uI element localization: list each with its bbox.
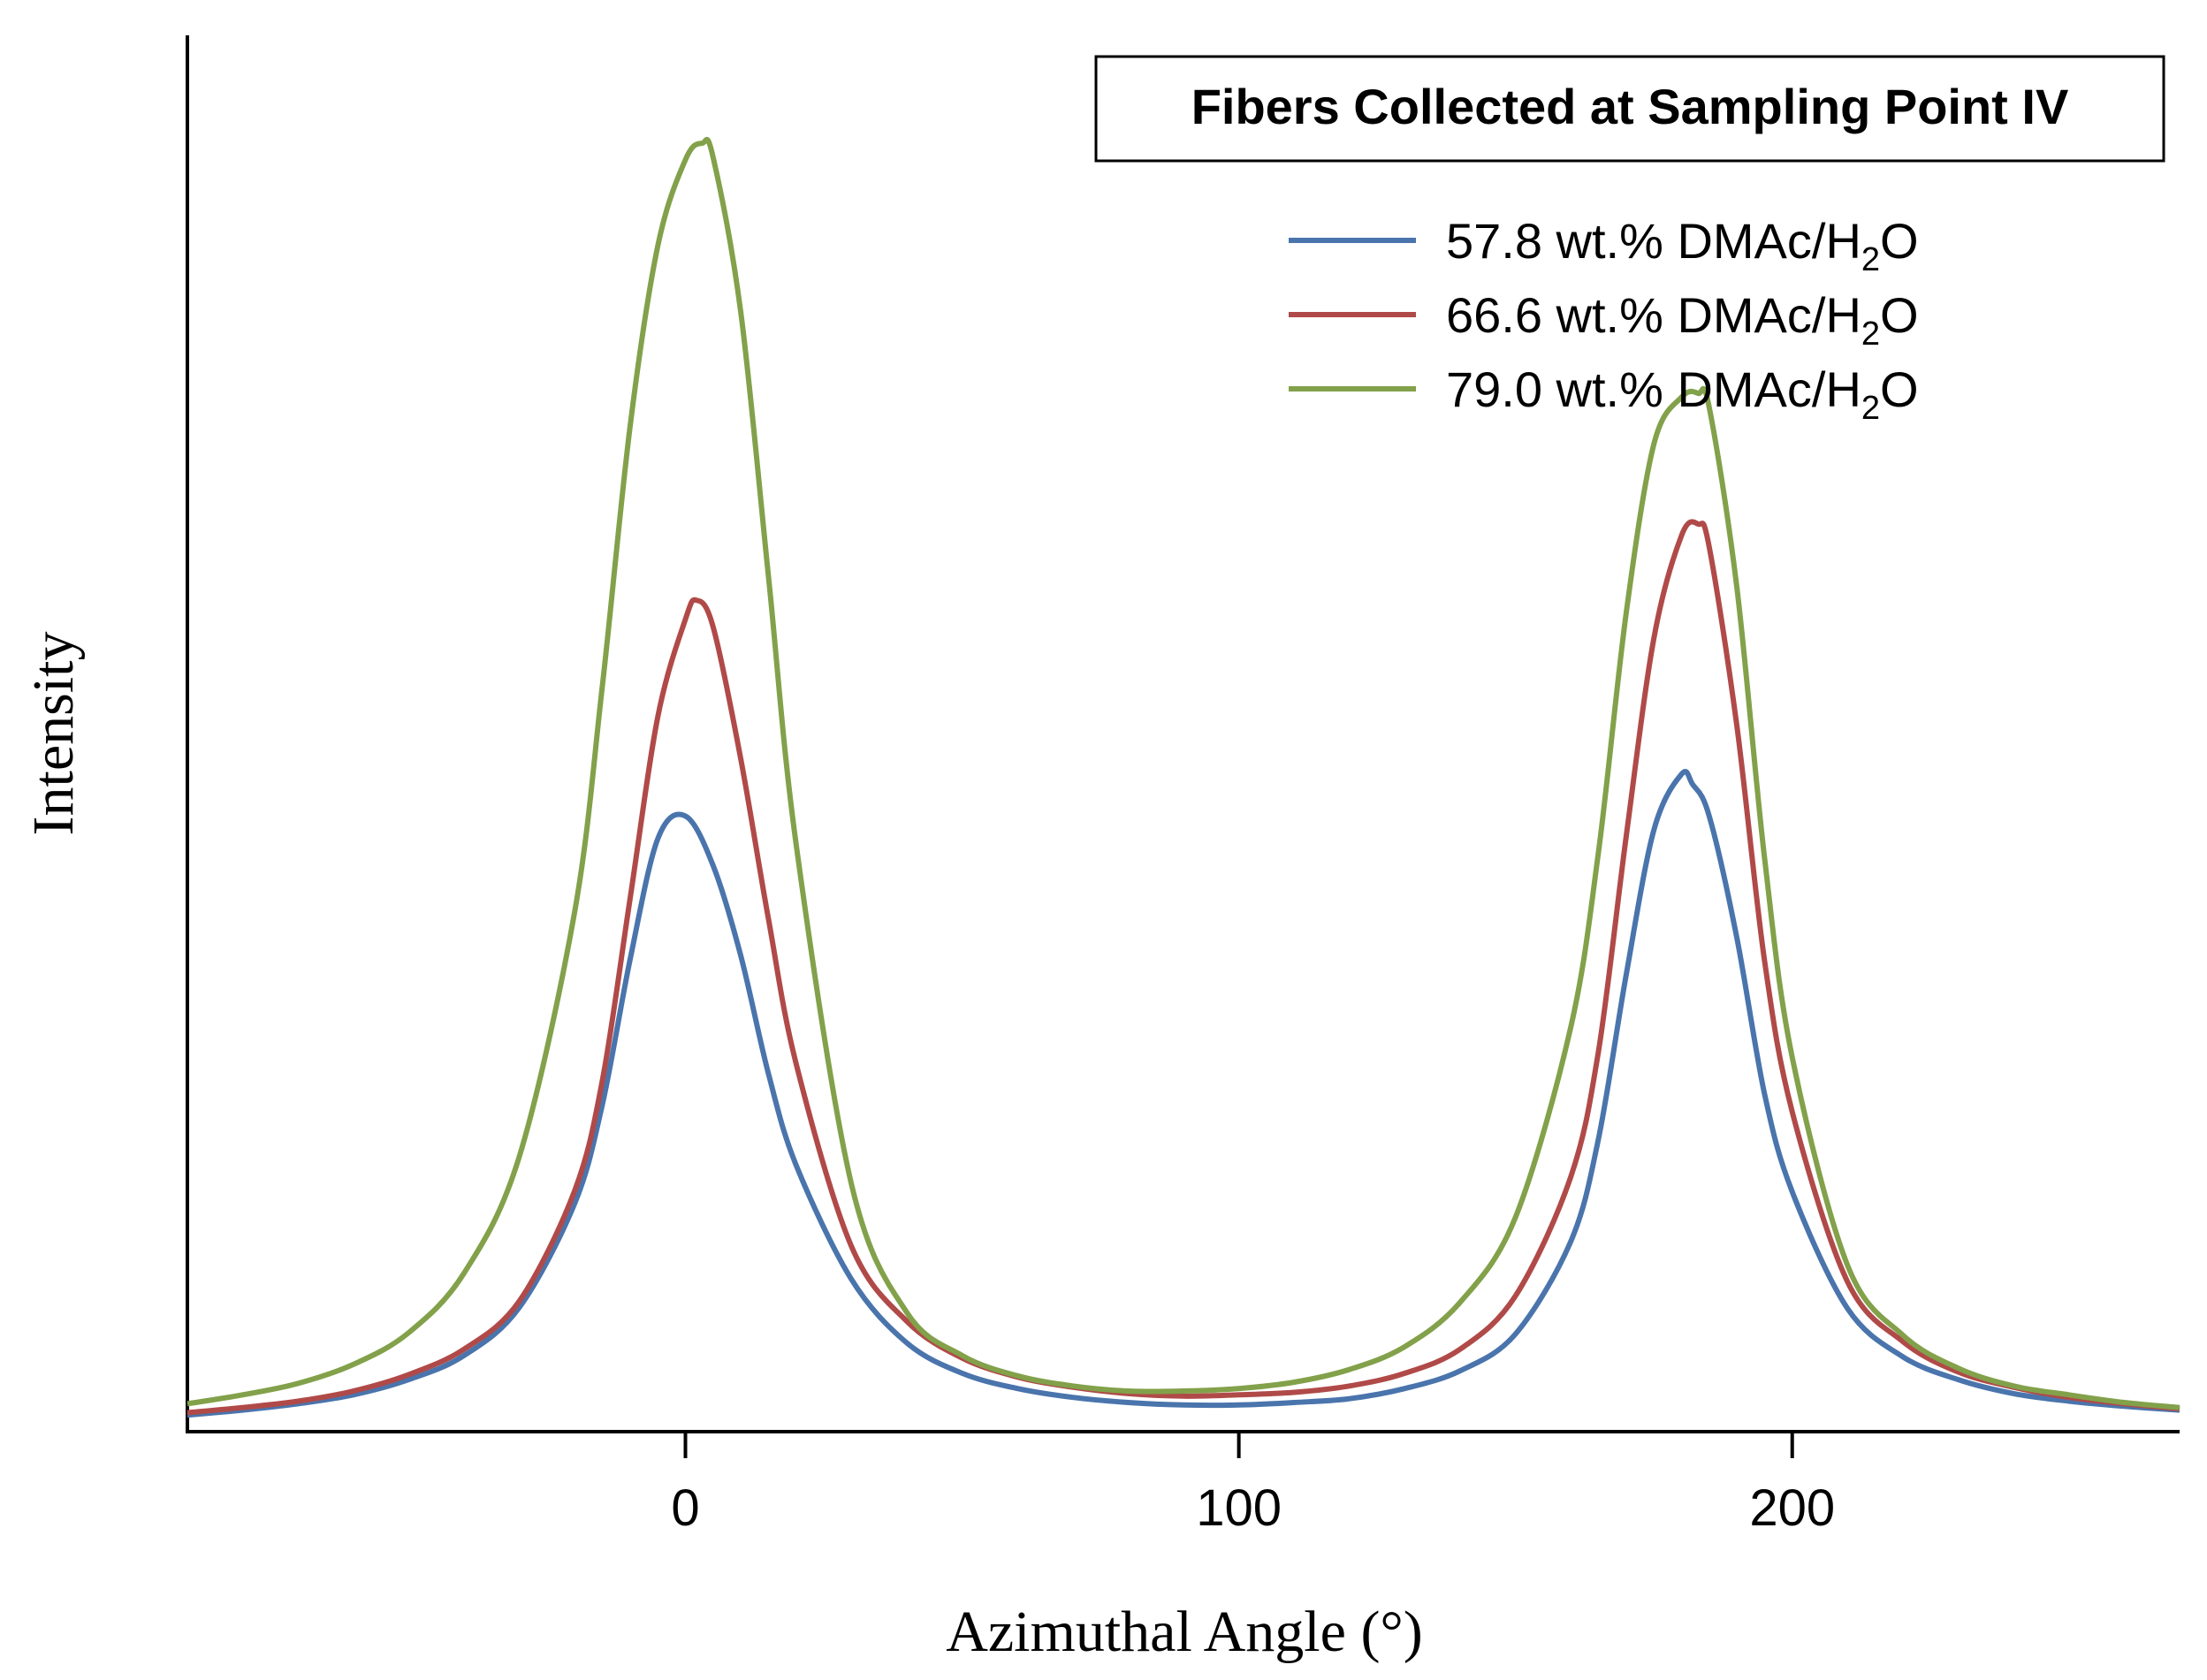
x-tick-label: 0 bbox=[671, 1479, 699, 1537]
x-tick-label: 200 bbox=[1749, 1479, 1835, 1537]
legend-label-subscript: 2 bbox=[1861, 390, 1880, 427]
y-axis-title: Intensity bbox=[21, 632, 86, 836]
plot-area bbox=[186, 136, 2180, 1418]
legend-label-tail: O bbox=[1880, 213, 1919, 269]
legend-label-tail: O bbox=[1880, 287, 1919, 343]
legend-label-subscript: 2 bbox=[1861, 315, 1880, 353]
legend-label-1: 57.8 wt.% DMAc/H2O bbox=[1446, 213, 1919, 278]
legend-label-subscript: 2 bbox=[1861, 241, 1880, 278]
chart-title: Fibers Collected at Sampling Point IV bbox=[1191, 79, 2069, 134]
series-line-3 bbox=[186, 136, 2180, 1410]
legend-label-tail: O bbox=[1880, 361, 1919, 417]
x-tick-label: 100 bbox=[1196, 1479, 1282, 1537]
legend-label-3: 79.0 wt.% DMAc/H2O bbox=[1446, 361, 1919, 427]
x-ticks: 0 100 200 bbox=[671, 1432, 1835, 1537]
legend-label-text: 57.8 wt.% DMAc/H bbox=[1446, 213, 1861, 269]
legend-label-text: 79.0 wt.% DMAc/H bbox=[1446, 361, 1861, 417]
x-axis-title: Azimuthal Angle (°) bbox=[946, 1600, 1423, 1664]
legend-label-2: 66.6 wt.% DMAc/H2O bbox=[1446, 287, 1919, 353]
title-box bbox=[1094, 55, 2165, 163]
series-line-2 bbox=[186, 519, 2180, 1416]
legend-label-text: 66.6 wt.% DMAc/H bbox=[1446, 287, 1861, 343]
series-line-1 bbox=[186, 769, 2180, 1418]
